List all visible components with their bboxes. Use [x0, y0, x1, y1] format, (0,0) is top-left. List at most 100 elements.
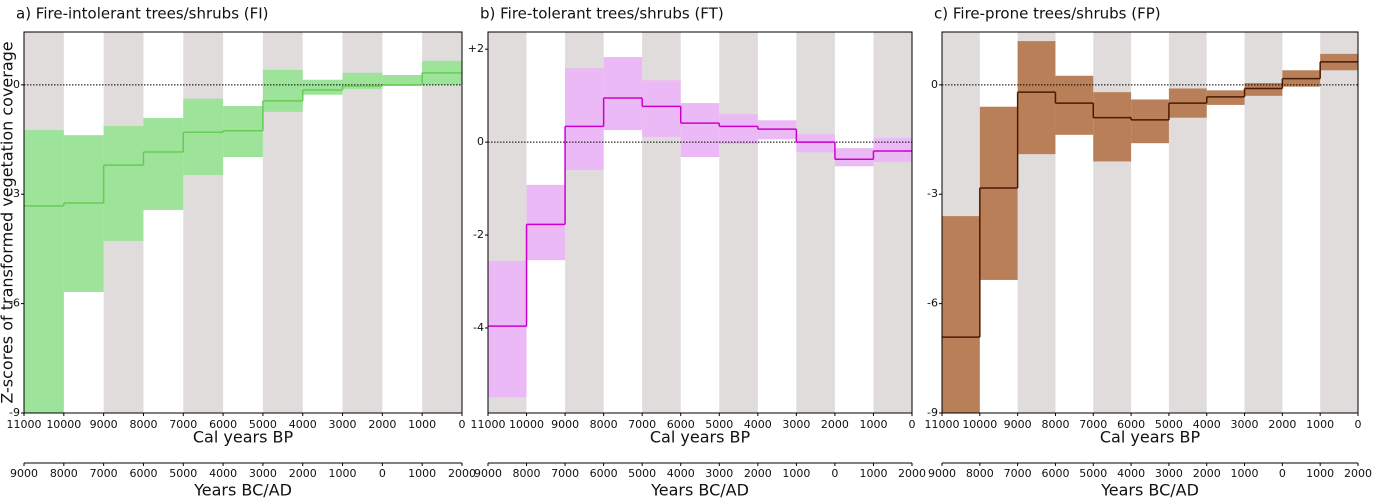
shade-column	[342, 32, 383, 413]
x2-tick-label: 1000	[859, 467, 887, 480]
x-tick-label: 1000	[408, 418, 436, 431]
y-tick-label: -6	[9, 297, 20, 310]
confidence-band	[63, 135, 104, 292]
x-tick-label: 2000	[1268, 418, 1296, 431]
panel-title: c) Fire-prone trees/shrubs (FP)	[934, 5, 1161, 23]
x-axis-label: Cal years BP	[1100, 428, 1201, 447]
x-tick-label: 4000	[289, 418, 317, 431]
x-tick-label: 6000	[209, 418, 237, 431]
confidence-band	[719, 114, 758, 144]
y-tick-label: -3	[9, 187, 20, 200]
x-tick-label: 8000	[590, 418, 618, 431]
x-tick-label: 11000	[471, 418, 506, 431]
x2-tick-label: 4000	[209, 467, 237, 480]
panel-title: b) Fire-tolerant trees/shrubs (FT)	[480, 5, 724, 23]
confidence-band	[873, 137, 912, 163]
shade-column	[719, 32, 758, 413]
x-tick-label: 0	[459, 418, 466, 431]
x2-tick-label: 7000	[551, 467, 579, 480]
confidence-band	[603, 57, 643, 131]
x-tick-label: 6000	[667, 418, 695, 431]
shade-column	[1093, 32, 1132, 413]
x2-tick-label: 6000	[590, 467, 618, 480]
x2-tick-label: 9000	[474, 467, 502, 480]
x-tick-label: 1000	[1306, 418, 1334, 431]
confidence-band	[642, 80, 681, 138]
x-axis-label: Cal years BP	[650, 428, 751, 447]
shade-column	[873, 32, 912, 413]
x-tick-label: 4000	[1193, 418, 1221, 431]
x-tick-label: 7000	[628, 418, 656, 431]
x2-tick-label: 1000	[782, 467, 810, 480]
x-tick-label: 5000	[705, 418, 733, 431]
x-tick-label: 7000	[1079, 418, 1107, 431]
confidence-band	[942, 216, 980, 413]
x-tick-label: 6000	[1117, 418, 1145, 431]
x2-tick-label: 0	[831, 467, 838, 480]
confidence-band	[526, 184, 566, 261]
y-axis-label: Z-scores of transformed vegetation cover…	[0, 41, 17, 403]
x2-tick-label: 6000	[129, 467, 157, 480]
x-tick-label: 9000	[90, 418, 118, 431]
shade-column	[1320, 32, 1358, 413]
plot-frame	[487, 31, 913, 414]
confidence-band	[1244, 83, 1283, 96]
confidence-band	[565, 68, 604, 170]
x2-tick-label: 1000	[1231, 467, 1259, 480]
x2-tick-label: 1000	[329, 467, 357, 480]
confidence-band	[979, 106, 1018, 280]
x2-tick-label: 2000	[744, 467, 772, 480]
confidence-band	[1017, 41, 1056, 155]
x2-axis-label: Years BC/AD	[1100, 481, 1199, 500]
y-tick-label: -9	[927, 406, 938, 419]
plot-frame	[23, 31, 463, 414]
x2-tick-label: 8000	[513, 467, 541, 480]
x2-tick-label: 1000	[1306, 467, 1334, 480]
confidence-band	[24, 130, 64, 413]
x2-tick-label: 2000	[289, 467, 317, 480]
x-tick-label: 5000	[1155, 418, 1183, 431]
x2-tick-label: 7000	[1004, 467, 1032, 480]
y-tick-label: -6	[927, 297, 938, 310]
confidence-band	[183, 98, 224, 175]
x-tick-label: 5000	[249, 418, 277, 431]
x-tick-label: 3000	[782, 418, 810, 431]
x-tick-label: 0	[909, 418, 916, 431]
confidence-band	[1055, 75, 1094, 135]
x-tick-label: 10000	[962, 418, 997, 431]
x2-tick-label: 1000	[408, 467, 436, 480]
shade-column	[796, 32, 835, 413]
confidence-band	[1131, 99, 1169, 144]
x2-tick-label: 0	[379, 467, 386, 480]
y-tick-label: -4	[473, 321, 484, 334]
confidence-band	[302, 79, 343, 95]
y-tick-label: 0	[13, 78, 20, 91]
plot-frame	[941, 31, 1359, 414]
confidence-band	[262, 69, 303, 112]
x2-axis-label: Years BC/AD	[650, 481, 749, 500]
x2-tick-label: 0	[1279, 467, 1286, 480]
x2-tick-label: 5000	[169, 467, 197, 480]
confidence-band	[382, 75, 423, 86]
x2-tick-label: 3000	[1155, 467, 1183, 480]
x-tick-label: 3000	[1231, 418, 1259, 431]
x2-tick-label: 2000	[448, 467, 476, 480]
x2-tick-label: 5000	[628, 467, 656, 480]
x-tick-label: 9000	[551, 418, 579, 431]
shade-column	[183, 32, 224, 413]
x-tick-label: 2000	[821, 418, 849, 431]
x-tick-label: 10000	[509, 418, 544, 431]
x2-tick-label: 2000	[1344, 467, 1372, 480]
confidence-band	[834, 148, 874, 167]
confidence-band	[103, 126, 144, 241]
x2-tick-label: 8000	[966, 467, 994, 480]
y-tick-label: -2	[473, 228, 484, 241]
y-tick-label: +2	[468, 42, 484, 55]
x2-tick-label: 4000	[1117, 467, 1145, 480]
x-tick-label: 9000	[1004, 418, 1032, 431]
confidence-band	[488, 261, 527, 398]
x-tick-label: 1000	[859, 418, 887, 431]
x-tick-label: 7000	[169, 418, 197, 431]
